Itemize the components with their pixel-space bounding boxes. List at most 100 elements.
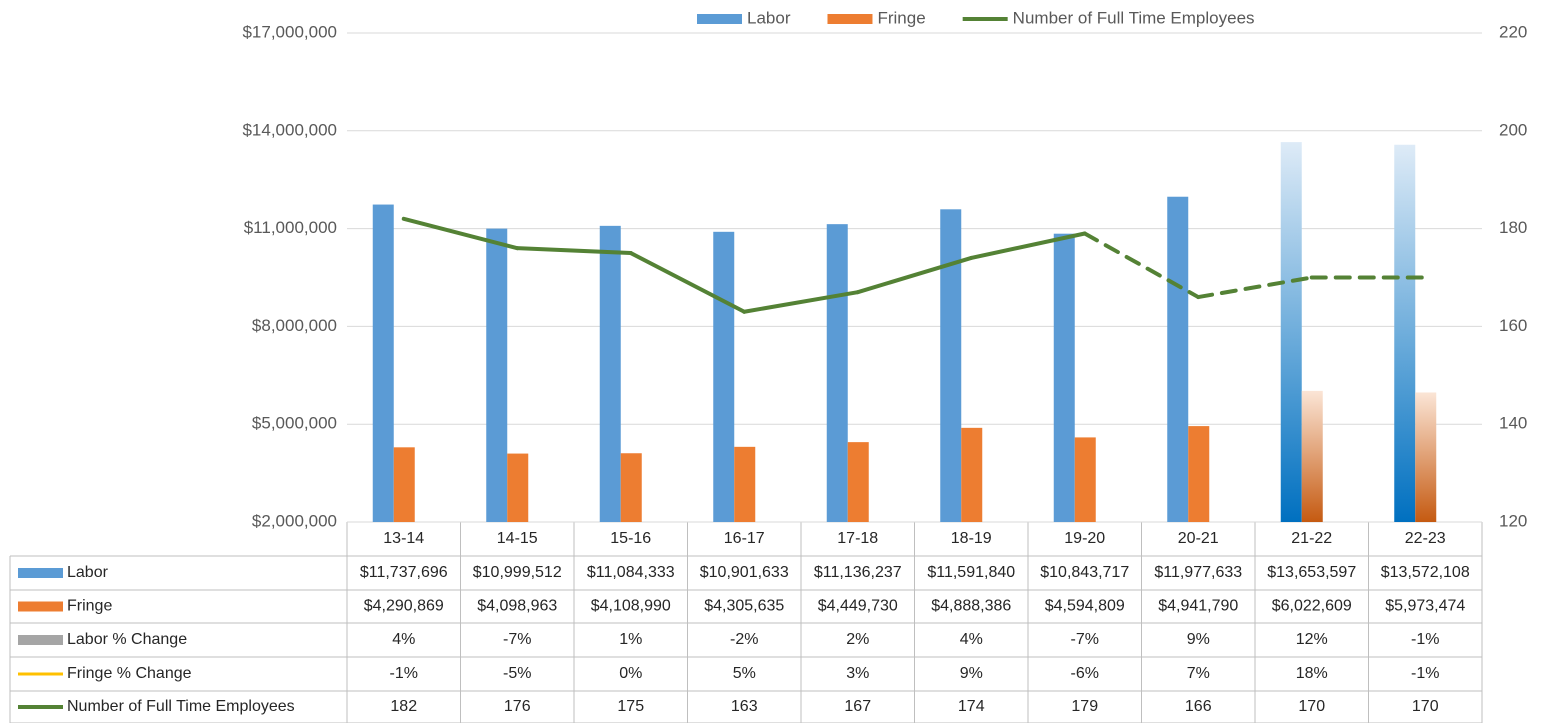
x-tick-label: 13-14 (383, 530, 424, 547)
table-cell: $4,594,809 (1045, 598, 1125, 615)
bar (486, 228, 508, 522)
line-segment (1196, 275, 1314, 300)
legend-label: Labor (747, 8, 791, 27)
y2-tick-label: 180 (1499, 218, 1527, 237)
table-cell: -2% (730, 631, 758, 648)
bar (1394, 144, 1416, 523)
table-cell: -1% (1411, 631, 1439, 648)
legend-label: Number of Full Time Employees (1013, 8, 1255, 27)
bar (1301, 390, 1323, 522)
bar (1053, 233, 1075, 522)
x-tick-label: 19-20 (1064, 530, 1105, 547)
table-cell: $4,305,635 (704, 598, 784, 615)
x-tick-label: 20-21 (1178, 530, 1219, 547)
table-cell: $4,449,730 (818, 598, 898, 615)
legend-label: Fringe (877, 8, 925, 27)
table-cell: $4,108,990 (591, 598, 671, 615)
table-cell: 7% (1187, 665, 1210, 682)
table-cell: 176 (504, 698, 531, 715)
y-tick-label: $14,000,000 (242, 120, 337, 139)
x-tick-label: 16-17 (724, 530, 765, 547)
table-cell: 5% (733, 665, 756, 682)
row-label: Fringe (67, 598, 112, 615)
x-tick-label: 15-16 (610, 530, 651, 547)
x-tick-label: 21-22 (1291, 530, 1332, 547)
table-cell: 12% (1296, 631, 1328, 648)
table-cell: -7% (1071, 631, 1099, 648)
table-cell: 3% (846, 665, 869, 682)
bar (713, 231, 735, 522)
table-cell: $6,022,609 (1272, 598, 1352, 615)
legend-swatch (827, 14, 873, 24)
bar (599, 225, 621, 522)
line-segment (742, 290, 860, 314)
table-cell: 18% (1296, 665, 1328, 682)
table-cell: 179 (1071, 698, 1098, 715)
bar (1188, 426, 1210, 522)
bar (393, 447, 415, 522)
y2-tick-label: 220 (1499, 22, 1527, 41)
bar (1074, 437, 1096, 522)
bar (1167, 196, 1189, 522)
y2-tick-label: 140 (1499, 414, 1527, 433)
table-cell: 163 (731, 698, 758, 715)
y-tick-label: $8,000,000 (252, 316, 337, 335)
line-segment (515, 246, 633, 256)
table-cell: 4% (960, 631, 983, 648)
legend-swatch (18, 601, 63, 612)
y2-tick-label: 200 (1499, 120, 1527, 139)
line-segment (1082, 231, 1201, 300)
table-cell: $11,136,237 (814, 564, 902, 581)
bar (940, 209, 962, 522)
table-cell: 1% (619, 631, 642, 648)
table-cell: 170 (1412, 698, 1439, 715)
bar (507, 453, 529, 522)
line-segment (401, 216, 520, 251)
line-segment (969, 231, 1087, 260)
table-cell: 0% (619, 665, 642, 682)
bar (961, 427, 983, 522)
table-cell: -6% (1071, 665, 1099, 682)
table-cell: $10,901,633 (700, 564, 789, 581)
bar (826, 224, 848, 522)
bar (734, 446, 756, 522)
table-cell: -5% (503, 665, 531, 682)
line-segment (628, 251, 747, 314)
table-cell: $4,888,386 (931, 598, 1011, 615)
x-tick-label: 17-18 (837, 530, 878, 547)
table-cell: $10,843,717 (1040, 564, 1129, 581)
table-cell: -1% (1411, 665, 1439, 682)
table-cell: 174 (958, 698, 985, 715)
table-cell: $13,653,597 (1267, 564, 1356, 581)
table-cell: 9% (1187, 631, 1210, 648)
row-label: Number of Full Time Employees (67, 698, 295, 715)
bar (847, 442, 869, 522)
table-cell: 9% (960, 665, 983, 682)
legend-swatch (18, 568, 63, 578)
table-cell: 170 (1298, 698, 1325, 715)
table-cell: $13,572,108 (1381, 564, 1470, 581)
table-cell: $11,977,633 (1154, 564, 1242, 581)
table-cell: $11,591,840 (927, 564, 1015, 581)
table-cell: $4,098,963 (477, 598, 557, 615)
row-label: Labor % Change (67, 631, 187, 648)
legend-swatch (18, 635, 63, 645)
table-cell: $4,941,790 (1158, 598, 1238, 615)
bar (372, 204, 394, 522)
x-tick-label: 14-15 (497, 530, 538, 547)
data-table: 13-14 14-15 15-16 16-17 17-18 18-19 19-20 20-21… (9, 521, 1483, 723)
legend-swatch (697, 14, 742, 24)
bar (620, 453, 642, 522)
bar (1280, 142, 1302, 522)
table-cell: $4,290,869 (364, 598, 444, 615)
y-tick-label: $17,000,000 (242, 22, 337, 41)
table-cell: -7% (503, 631, 531, 648)
row-label: Labor (67, 564, 109, 581)
y2-tick-label: 160 (1499, 316, 1527, 335)
y-tick-label: $5,000,000 (252, 414, 337, 433)
row-label: Fringe % Change (67, 665, 192, 682)
table-cell: -1% (390, 665, 418, 682)
bar (1415, 392, 1437, 522)
y2-tick-label: 120 (1499, 511, 1527, 530)
x-tick-label: 18-19 (951, 530, 992, 547)
